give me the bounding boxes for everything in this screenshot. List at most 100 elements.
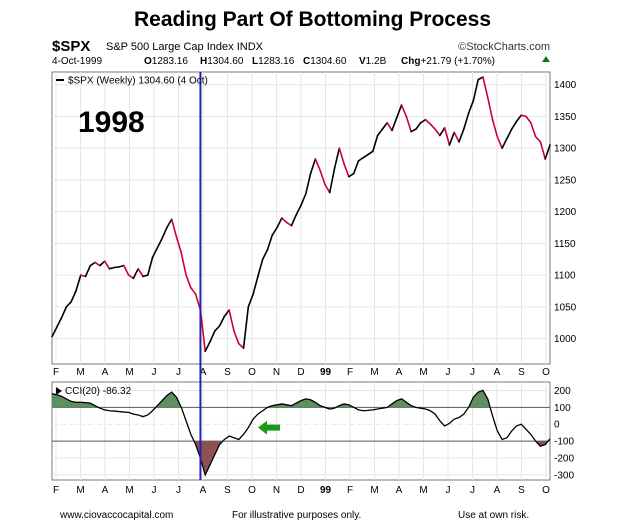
price-x-tick-label: A bbox=[396, 367, 403, 378]
cci-legend: CCI(20) -86.32 bbox=[65, 386, 132, 397]
price-y-tick-label: 1100 bbox=[554, 271, 576, 282]
price-line-segment bbox=[89, 261, 96, 267]
price-line-segment bbox=[99, 260, 106, 267]
cci-x-tick-label: M bbox=[370, 485, 378, 496]
year-annotation: 1998 bbox=[78, 106, 145, 139]
price-line-segment bbox=[530, 121, 537, 138]
price-line-segment bbox=[534, 135, 542, 143]
cci-x-tick-label: S bbox=[224, 485, 231, 496]
price-line-segment bbox=[410, 128, 417, 133]
price-y-tick-label: 1400 bbox=[554, 80, 577, 91]
price-line-segment bbox=[180, 252, 187, 276]
price-line-segment bbox=[127, 274, 135, 280]
price-x-tick-label: 99 bbox=[320, 367, 332, 378]
price-line-segment bbox=[257, 258, 264, 278]
exchange-label: INDX bbox=[236, 41, 263, 53]
price-line-segment bbox=[70, 290, 77, 303]
cci-x-tick-label: D bbox=[297, 485, 304, 496]
price-line-segment bbox=[395, 104, 403, 119]
price-line-segment bbox=[261, 248, 269, 261]
low-value: 1283.16 bbox=[258, 56, 295, 67]
index-name: S&P 500 Large Cap Index INDX bbox=[106, 41, 263, 53]
low-label: L bbox=[252, 56, 259, 67]
price-line-segment bbox=[467, 99, 475, 115]
price-line-segment bbox=[357, 156, 365, 162]
price-line-segment bbox=[324, 183, 331, 194]
close-value: 1304.60 bbox=[310, 56, 347, 67]
price-x-tick-label: A bbox=[494, 367, 501, 378]
cci-x-tick-label: J bbox=[446, 485, 451, 496]
price-line-segment bbox=[434, 128, 441, 137]
price-line-segment bbox=[276, 217, 283, 229]
price-line-segment bbox=[506, 128, 513, 140]
index-name-text: S&P 500 Large Cap Index bbox=[106, 41, 234, 53]
price-line-segment bbox=[496, 135, 503, 149]
price-line-segment bbox=[338, 147, 345, 165]
price-x-tick-label: A bbox=[102, 367, 109, 378]
price-line-segment bbox=[352, 160, 360, 175]
price-x-tick-label: J bbox=[470, 367, 475, 378]
price-line-segment bbox=[419, 118, 427, 124]
price-line-segment bbox=[391, 116, 398, 132]
price-line-segment bbox=[515, 114, 523, 123]
cci-line bbox=[51, 389, 551, 477]
price-line-segment bbox=[190, 287, 197, 295]
quote-date: 4-Oct-1999 bbox=[52, 56, 103, 67]
price-line-segment bbox=[491, 118, 499, 138]
cci-y-tick-label: 0 bbox=[554, 420, 560, 431]
price-x-tick-label: A bbox=[200, 367, 207, 378]
open-value: 1283.16 bbox=[151, 56, 188, 67]
price-line-segment bbox=[209, 330, 216, 343]
price-line-segment bbox=[405, 115, 412, 133]
price-line-segment bbox=[309, 158, 317, 175]
price-line-segment bbox=[400, 104, 408, 118]
price-line-segment bbox=[463, 112, 470, 130]
price-line-segment bbox=[319, 169, 326, 186]
price-line-segment bbox=[108, 266, 116, 270]
price-line-segment bbox=[137, 267, 144, 278]
high-value: 1304.60 bbox=[207, 56, 244, 67]
price-line-segment bbox=[477, 76, 484, 81]
price-x-tick-label: J bbox=[176, 367, 181, 378]
cci-x-tick-label: A bbox=[102, 485, 109, 496]
price-x-tick-label: J bbox=[152, 367, 157, 378]
price-line-segment bbox=[328, 167, 336, 194]
price-line-segment bbox=[295, 204, 302, 216]
price-line-segment bbox=[453, 131, 460, 143]
cci-x-tick-label: O bbox=[542, 485, 550, 496]
cci-x-tick-label: M bbox=[419, 485, 427, 496]
price-line-segment bbox=[151, 247, 159, 259]
price-line-segment bbox=[367, 150, 374, 156]
price-line-segment bbox=[94, 261, 101, 267]
change-value: +21.79 (+1.70%) bbox=[420, 56, 495, 67]
price-line-segment bbox=[55, 316, 63, 328]
price-line-segment bbox=[223, 309, 230, 318]
price-line-segment bbox=[75, 274, 82, 292]
green-arrow-icon bbox=[258, 420, 280, 435]
price-line-segment bbox=[458, 128, 465, 143]
price-line-segment bbox=[429, 123, 436, 130]
price-line-segment bbox=[290, 214, 298, 227]
cci-x-tick-label: J bbox=[176, 485, 181, 496]
price-line-segment bbox=[142, 274, 149, 278]
symbol-label: $SPX bbox=[52, 38, 91, 55]
cci-x-tick-label: A bbox=[494, 485, 501, 496]
price-line-segment bbox=[501, 137, 508, 149]
price-line-segment bbox=[252, 275, 259, 295]
price-line-segment bbox=[185, 274, 192, 289]
cci-x-tick-label: M bbox=[76, 485, 84, 496]
price-line-segment bbox=[103, 260, 111, 270]
price-line-segment bbox=[281, 217, 288, 224]
price-line-segment bbox=[448, 131, 456, 146]
price-line-segment bbox=[204, 340, 211, 353]
price-line-segment bbox=[376, 128, 384, 137]
cci-y-tick-label: -300 bbox=[554, 470, 574, 481]
price-line-segment bbox=[343, 163, 350, 178]
cci-legend-marker-icon bbox=[56, 387, 62, 395]
cci-y-tick-label: -200 bbox=[554, 454, 574, 465]
price-x-tick-label: M bbox=[125, 367, 133, 378]
price-x-tick-label: N bbox=[273, 367, 280, 378]
price-line-segment bbox=[482, 76, 489, 99]
cci-x-tick-label: A bbox=[396, 485, 403, 496]
